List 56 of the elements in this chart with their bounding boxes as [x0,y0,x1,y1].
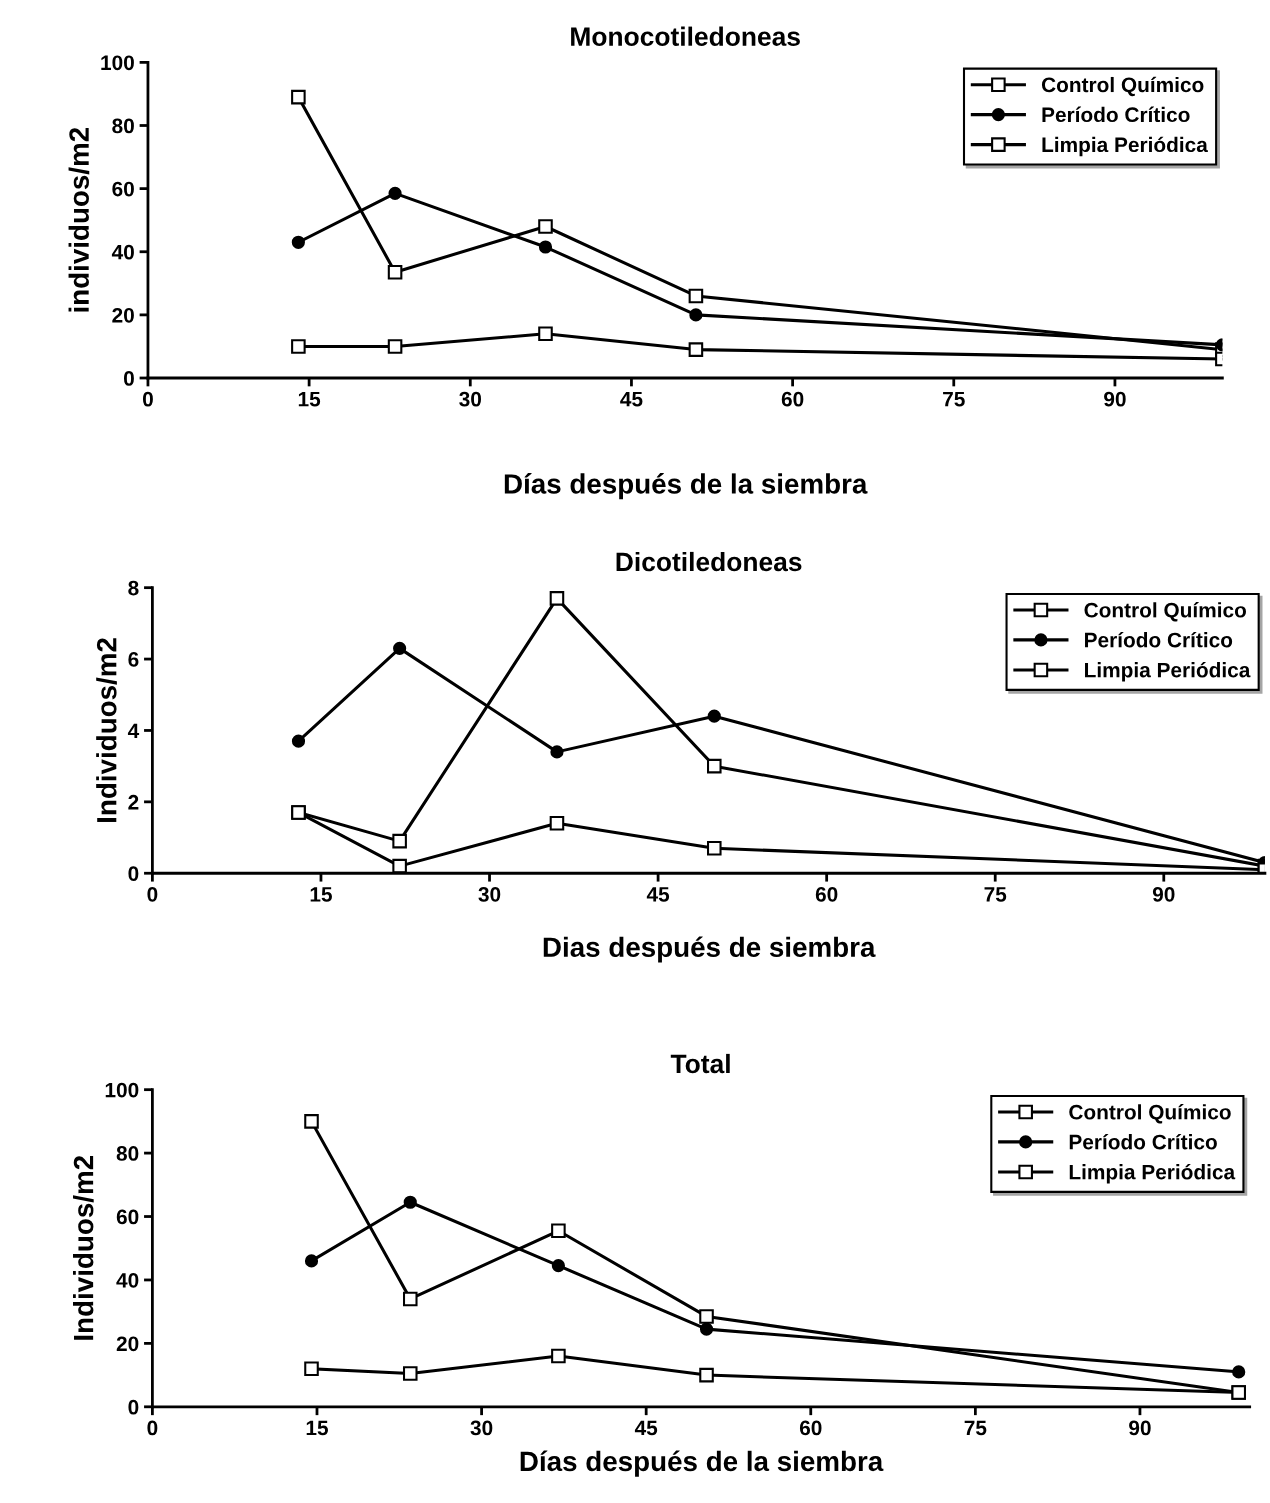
y-tick-label: 8 [128,580,139,596]
x-tick-label: 90 [1129,1420,1151,1436]
x-tick-label: 30 [459,391,482,407]
x-tick-label: 45 [646,887,670,902]
x-tick-label: 75 [964,1420,987,1436]
legend-label: Control Químico [1041,76,1204,97]
legend-label: Control Químico [1084,602,1246,622]
y-tick-label: 80 [112,118,134,134]
y-axis-title: individuos/m2 [68,127,90,312]
legend-label: Período Crítico [1069,1133,1217,1150]
y-axis-title: Individuos/m2 [96,638,117,822]
y-tick-label: 40 [111,244,134,260]
y-tick-label: 20 [112,307,134,323]
x-tick-label: 0 [142,391,153,407]
y-tick-label: 60 [116,1209,139,1225]
x-tick-label: 45 [634,1420,658,1436]
x-tick-label: 0 [147,1420,158,1436]
y-tick-label: 80 [116,1146,139,1161]
y-tick-label: 40 [116,1272,139,1288]
x-tick-label: 30 [478,886,501,902]
y-axis-title: Individuos/m2 [73,1155,94,1340]
x-tick-label: 15 [310,887,332,902]
y-tick-label: 0 [124,371,134,386]
x-tick-label: 60 [799,1420,822,1436]
chart-title: Dicotiledoneas [616,551,802,572]
y-tick-label: 2 [128,794,139,810]
y-tick-label: 20 [116,1336,139,1352]
x-tick-label: 60 [815,886,838,902]
y-tick-label: 0 [128,1399,139,1415]
y-tick-label: 60 [112,181,134,197]
legend-label: Período Crítico [1085,631,1233,648]
legend-label: Limpia Periódica [1085,661,1251,682]
legend-label: Control Químico [1069,1104,1231,1124]
chart-title: Total [670,1053,730,1074]
x-axis-title: Días después de la siembra [504,473,868,500]
x-tick-label: 60 [781,391,804,407]
legend-label: Limpia Periódica [1042,136,1208,157]
legend-label: Período Crítico [1042,106,1190,123]
chart-title: Monocotiledoneas [571,26,800,46]
y-tick-label: 6 [128,652,139,667]
x-tick-label: 75 [984,887,1007,902]
x-tick-label: 75 [943,391,965,407]
legend-label: Limpia Periódica [1069,1163,1236,1184]
y-tick-label: 4 [127,723,140,739]
x-tick-label: 90 [1104,391,1126,407]
x-axis-title: Dias después de siembra [543,936,876,963]
y-tick-label: 0 [128,866,139,881]
x-tick-label: 15 [298,391,321,407]
y-tick-label: 100 [101,55,134,71]
x-tick-label: 90 [1152,886,1175,902]
x-tick-label: 45 [620,391,643,407]
x-axis-title: Días después de la siembra [520,1450,884,1477]
y-tick-label: 100 [105,1082,139,1098]
x-tick-label: 15 [306,1420,328,1436]
x-tick-label: 30 [470,1420,493,1436]
x-tick-label: 0 [147,886,158,902]
